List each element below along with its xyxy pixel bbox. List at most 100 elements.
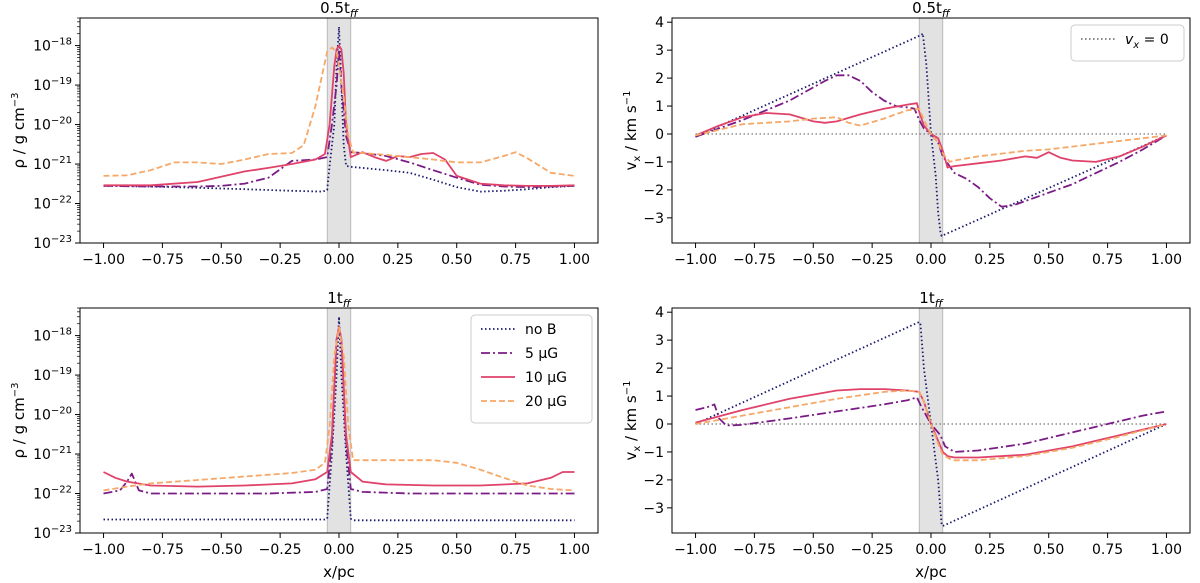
x-tick-label: −0.50	[792, 252, 835, 268]
y-tick-label: 2	[655, 71, 664, 87]
y-tick-base: 10	[33, 487, 51, 503]
title-main: 0.5t	[912, 0, 942, 17]
x-tick-label: −0.50	[200, 542, 243, 558]
x-tick-label: 0.25	[382, 252, 413, 268]
y-tick-exponent: −19	[51, 366, 72, 377]
legend-box	[1070, 24, 1185, 62]
legend-label: 10 μG	[525, 370, 567, 386]
y-tick-base: 10	[33, 197, 51, 213]
y-tick-exponent: −23	[51, 524, 72, 535]
x-tick-label: −1.00	[82, 542, 125, 558]
y-label-text: v	[622, 162, 640, 171]
x-tick-label: 0.75	[1092, 252, 1123, 268]
legend-label-main: v	[1125, 32, 1134, 48]
y-tick-label: −1	[643, 445, 664, 461]
y-label-subscript: x	[632, 156, 643, 162]
x-tick-label: 1.00	[559, 542, 590, 558]
x-tick-label: −0.50	[200, 252, 243, 268]
y-tick-label: 3	[655, 333, 664, 349]
y-tick-exponent: −23	[51, 234, 72, 245]
series-10-g	[695, 388, 1167, 459]
y-tick-exponent: −22	[51, 195, 72, 206]
y-tick-label: 1	[655, 99, 664, 115]
x-tick-label: 0.75	[500, 542, 531, 558]
y-axis-label: ρ / g cm−3	[10, 92, 28, 168]
title-main: 1t	[327, 289, 343, 307]
x-axis-label: x/pc	[323, 563, 355, 581]
y-label-superscript: −1	[622, 380, 633, 395]
y-tick-exponent: −21	[51, 445, 72, 456]
y-label-subscript: x	[632, 446, 643, 452]
y-tick-base: 10	[33, 447, 51, 463]
y-tick-label: −3	[643, 501, 664, 517]
y-tick-base: 10	[33, 78, 51, 94]
x-tick-label: 0.00	[323, 542, 354, 558]
y-tick-label: 2	[655, 361, 664, 377]
panel-2: −1.00 −0.75 −0.50 −0.25 0.00 0.25 0.50 0.75 1.00…	[622, 0, 1191, 268]
series-no-b	[695, 32, 1167, 237]
series-20-g	[103, 326, 575, 492]
y-tick-label: 3	[655, 43, 664, 59]
x-tick-label: −0.75	[141, 542, 184, 558]
y-tick-label: −1	[643, 155, 664, 171]
x-tick-label: 0.00	[915, 542, 946, 558]
series-group	[103, 25, 575, 193]
series-no-b	[103, 315, 575, 522]
legend-box	[470, 314, 593, 424]
x-tick-label: 0.50	[1033, 252, 1064, 268]
x-tick-label: −0.25	[259, 252, 302, 268]
x-tick-label: 0.75	[1092, 542, 1123, 558]
x-tick-label: −0.50	[792, 542, 835, 558]
legend: vx = 0	[1070, 24, 1185, 62]
y-tick-exponent: −19	[51, 76, 72, 87]
series-20-g	[695, 389, 1167, 462]
legend-label: vx = 0	[1125, 32, 1169, 51]
x-tick-label: 0.50	[441, 252, 472, 268]
y-tick-label: 10−21	[33, 445, 72, 463]
x-tick-label: −1.00	[82, 252, 125, 268]
panel-title: 0.5tff	[320, 0, 359, 20]
y-tick-base: 10	[33, 39, 51, 55]
x-tick-label: −1.00	[674, 542, 717, 558]
shaded-region	[918, 17, 944, 244]
y-axis-label: ρ / g cm−3	[10, 382, 28, 458]
series-group	[695, 321, 1167, 527]
x-tick-label: −0.25	[851, 542, 894, 558]
y-label-superscript: −3	[10, 382, 21, 397]
panel-3: −1.00 −0.75 −0.50 −0.25 0.00 0.25 0.50 0.75 1.00…	[10, 289, 599, 581]
series-group	[695, 32, 1167, 237]
x-tick-label: 0.50	[1033, 542, 1064, 558]
y-tick-label: 10−23	[33, 234, 72, 252]
x-tick-label: 0.00	[323, 252, 354, 268]
y-label-text: / km s	[622, 395, 640, 446]
y-axis-label: vx / km s−1	[622, 380, 643, 460]
y-tick-base: 10	[33, 157, 51, 173]
x-tick-label: 1.00	[1151, 252, 1182, 268]
x-axis-label: x/pc	[915, 563, 947, 581]
y-label-superscript: −3	[10, 92, 21, 107]
y-tick-label: 1	[655, 389, 664, 405]
y-tick-exponent: −18	[51, 37, 72, 48]
x-tick-label: 0.25	[974, 542, 1005, 558]
title-main: 1t	[919, 289, 935, 307]
panel-title: 0.5tff	[912, 0, 951, 20]
legend-label: no B	[525, 322, 557, 338]
title-subscript: ff	[942, 7, 951, 20]
y-label-text: v	[622, 452, 640, 461]
y-tick-label: 10−20	[33, 406, 72, 424]
y-tick-label: 10−22	[33, 485, 72, 503]
y-tick-label: 10−23	[33, 524, 72, 542]
legend-label: 5 μG	[525, 346, 558, 362]
y-tick-base: 10	[33, 236, 51, 252]
title-subscript: ff	[935, 297, 944, 310]
y-tick-exponent: −21	[51, 155, 72, 166]
legend-label: 20 μG	[525, 394, 567, 410]
y-tick-base: 10	[33, 408, 51, 424]
y-tick-base: 10	[33, 368, 51, 384]
x-tick-label: 0.25	[974, 252, 1005, 268]
y-axis-label: vx / km s−1	[622, 90, 643, 170]
x-tick-label: −0.25	[259, 542, 302, 558]
y-tick-label: 4	[655, 305, 664, 321]
panel-title: 1tff	[919, 289, 943, 310]
x-tick-label: 0.00	[915, 252, 946, 268]
